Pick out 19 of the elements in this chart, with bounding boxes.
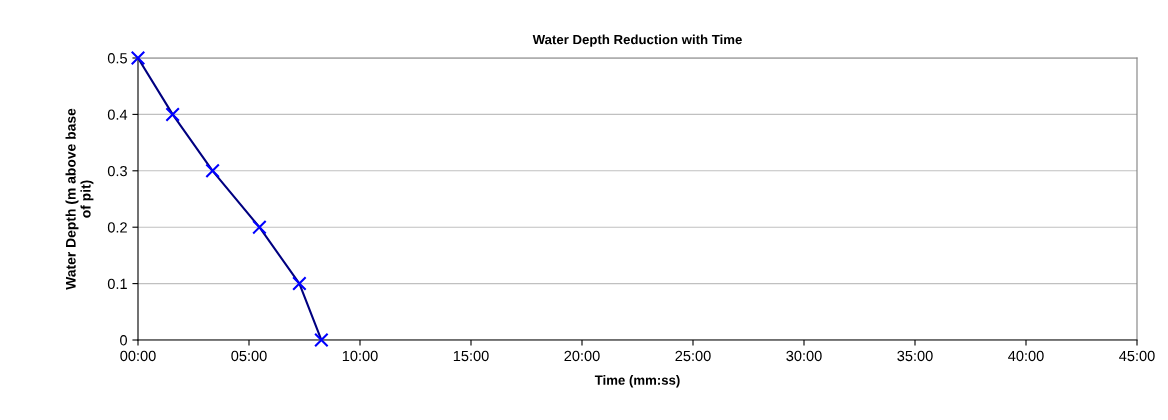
- x-tick-label: 10:00: [342, 350, 378, 362]
- x-tick-label: 35:00: [897, 350, 933, 362]
- y-tick-label: 0.3: [107, 165, 127, 177]
- x-tick-label: 25:00: [675, 350, 711, 362]
- x-tick-label: 40:00: [1008, 350, 1044, 362]
- y-tick-label: 0: [120, 335, 128, 346]
- y-tick-label: 0.1: [107, 278, 127, 290]
- x-tick-label: 05:00: [231, 350, 267, 362]
- x-axis-title: Time (mm:ss): [594, 375, 680, 388]
- chart-title: Water Depth Reduction with Time: [532, 34, 742, 47]
- x-tick-label: 45:00: [1119, 350, 1155, 362]
- x-tick-label: 20:00: [564, 350, 600, 362]
- y-tick-label: 0.5: [107, 53, 127, 64]
- y-tick-label: 0.2: [107, 222, 127, 233]
- y-tick-label: 0.4: [107, 109, 128, 120]
- x-tick-label: 30:00: [786, 350, 822, 362]
- x-tick-label: 00:00: [120, 350, 156, 362]
- x-tick-label: 15:00: [453, 350, 489, 362]
- y-axis-title: Water Depth (m above base of pit): [65, 108, 94, 290]
